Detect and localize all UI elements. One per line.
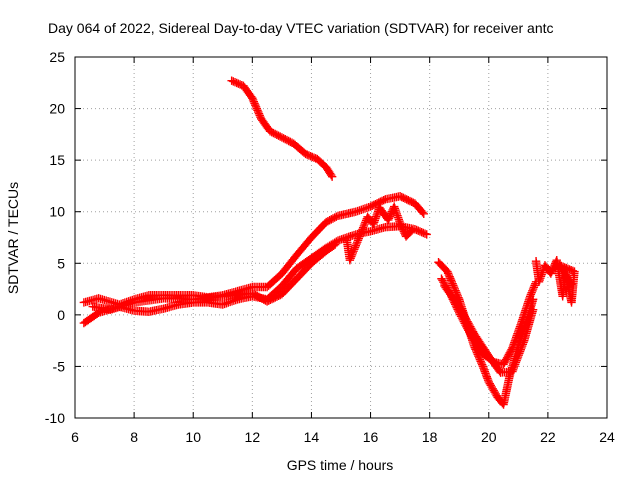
y-tick-label: 0: [57, 307, 65, 323]
x-tick-label: 12: [245, 429, 261, 445]
x-tick-label: 22: [540, 429, 556, 445]
data-point: [495, 366, 504, 376]
x-tick-label: 10: [185, 429, 201, 445]
chart-title: Day 064 of 2022, Sidereal Day-to-day VTE…: [48, 20, 554, 36]
axes: 6 8 10 12 14 16 18 20 22 24 -10 -5 0 5 10 15 20 25: [45, 49, 615, 445]
data-point: [567, 279, 576, 289]
x-axis-label: GPS time / hours: [287, 457, 394, 473]
y-tick-label: 25: [49, 49, 65, 65]
data-point: [566, 278, 575, 287]
x-tick-label: 8: [130, 429, 138, 445]
data-point: [418, 208, 427, 217]
x-tick-label: 24: [599, 429, 615, 445]
data-point: [326, 170, 336, 180]
data-point: [419, 209, 428, 218]
x-tick-label: 20: [481, 429, 497, 445]
y-axis-label: SDTVAR / TECUs: [5, 182, 21, 294]
y-tick-label: 15: [49, 152, 65, 168]
data-point: [528, 305, 538, 314]
data-point: [92, 309, 102, 319]
y-tick-label: 10: [49, 204, 65, 220]
y-tick-label: 20: [49, 101, 65, 117]
data-point: [330, 240, 340, 249]
data-points: [79, 76, 579, 409]
data-point: [406, 227, 415, 236]
plot-frame: [74, 56, 608, 419]
grid: [75, 57, 607, 418]
x-tick-label: 18: [422, 429, 438, 445]
y-tick-label: 5: [57, 255, 65, 271]
x-tick-label: 14: [304, 429, 320, 445]
data-point: [329, 241, 338, 250]
y-tick-label: -5: [53, 358, 66, 374]
data-point: [422, 230, 431, 239]
x-tick-label: 16: [363, 429, 379, 445]
x-tick-label: 6: [71, 429, 79, 445]
data-point: [407, 226, 417, 235]
y-tick-label: -10: [45, 410, 65, 426]
data-point: [327, 172, 337, 181]
